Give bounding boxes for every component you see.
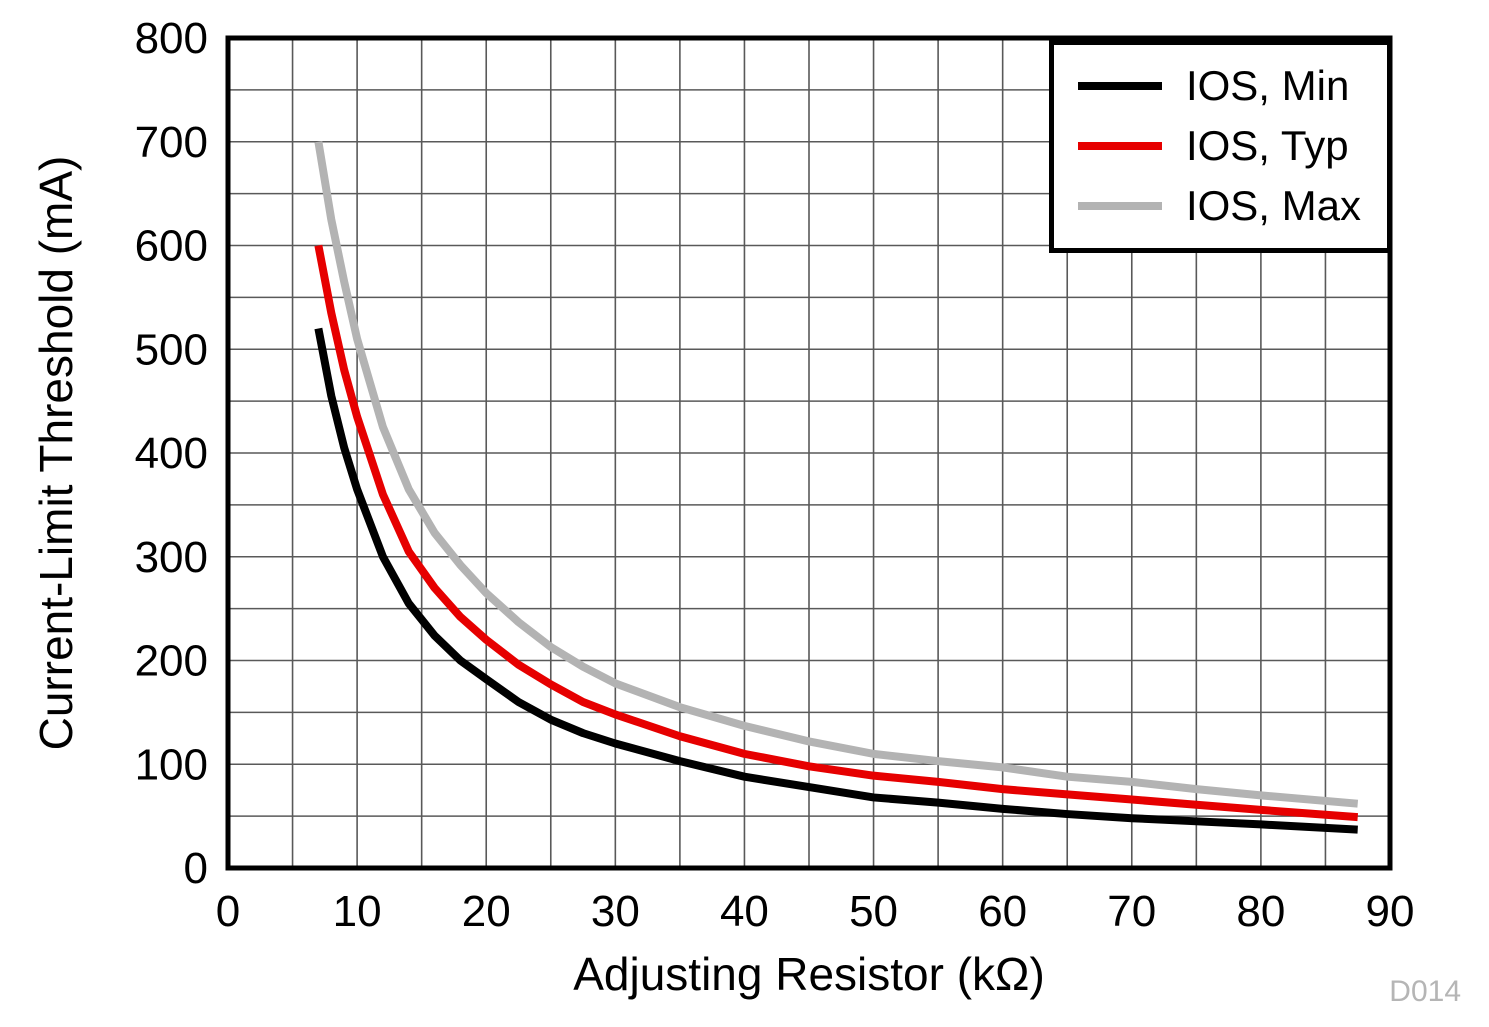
y-tick-label: 700: [135, 118, 208, 167]
y-tick-label: 100: [135, 740, 208, 789]
y-tick-label: 600: [135, 222, 208, 271]
legend-swatch-ios-typ: [1077, 142, 1162, 151]
legend-label-ios-typ: IOS, Typ: [1185, 122, 1349, 170]
x-tick-label: 60: [978, 887, 1027, 936]
series-line-0: [314, 327, 1358, 834]
x-tick-label: 70: [1107, 887, 1156, 936]
x-axis-title: Adjusting Resistor (kΩ): [573, 948, 1045, 1000]
x-tick-label: 50: [849, 887, 898, 936]
y-tick-label: 300: [135, 533, 208, 582]
x-tick-label: 0: [216, 887, 240, 936]
x-tick-label: 20: [462, 887, 511, 936]
legend-item-ios-max: IOS, Max: [1077, 182, 1361, 230]
y-tick-label: 200: [135, 637, 208, 686]
legend-swatch-ios-max: [1077, 202, 1162, 211]
x-tick-label: 90: [1366, 887, 1415, 936]
y-tick-label: 400: [135, 429, 208, 478]
legend-label-ios-max: IOS, Max: [1185, 182, 1361, 230]
figure-code: D014: [1389, 975, 1461, 1008]
x-tick-label: 10: [333, 887, 382, 936]
legend-label-ios-min: IOS, Min: [1185, 62, 1350, 109]
y-tick-label: 500: [135, 325, 208, 374]
y-tick-label: 0: [184, 844, 208, 893]
x-tick-label: 40: [720, 887, 769, 936]
y-tick-label: 800: [135, 14, 208, 63]
x-tick-label: 80: [1236, 887, 1285, 936]
series-line-2: [314, 141, 1359, 808]
y-axis-title: Current-Limit Threshold (mA): [30, 156, 82, 751]
legend-item-ios-min: IOS, Min: [1077, 62, 1361, 109]
legend: IOS, Min IOS, Typ IOS, Max: [1048, 40, 1392, 253]
plot-frame: [225, 35, 1393, 871]
x-tick-label: 30: [591, 887, 640, 936]
series-line-1: [314, 244, 1359, 822]
legend-swatch-ios-min: [1077, 82, 1162, 91]
legend-item-ios-typ: IOS, Typ: [1077, 122, 1361, 170]
